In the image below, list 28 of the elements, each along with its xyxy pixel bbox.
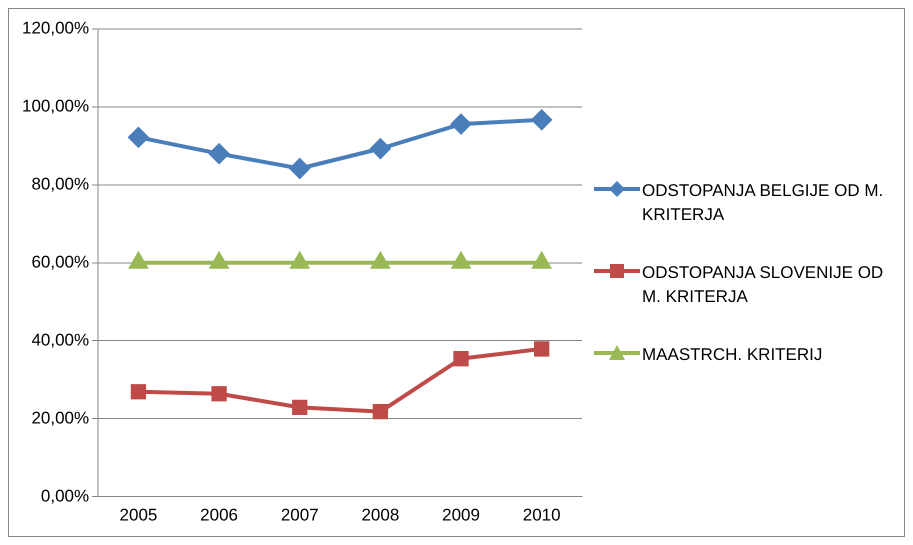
point [451,114,472,134]
x-tick-label: 2010 [522,505,561,524]
legend-label: ODSTOPANJA BELGIJE OD M. KRITERJA [642,180,884,226]
point [372,404,388,420]
point [290,158,310,178]
y-tick-label: 40,00% [31,330,90,350]
y-tick-label: 120,00% [22,18,90,38]
point [130,384,146,400]
point [532,110,552,130]
point [453,351,469,366]
point [211,386,227,402]
legend-label: MAASTRCH. KRITERIJ [642,344,822,366]
x-tick-label: 2005 [120,505,158,524]
x-tick-label: 2007 [280,505,319,524]
point [128,127,148,148]
legend-label: ODSTOPANJA SLOVENIJE OD M. KRITERJA [642,262,884,308]
point [534,341,550,357]
x-tick-label: 2009 [442,505,480,524]
point [292,400,308,416]
x-tick-label: 2008 [361,505,400,524]
y-tick-label: 60,00% [31,252,90,272]
point [209,144,230,164]
y-tick-label: 0,00% [40,486,90,506]
y-tick-label: 80,00% [31,174,90,194]
point [370,138,390,159]
x-tick-label: 2006 [200,505,238,524]
y-tick-label: 20,00% [31,408,90,428]
y-tick-label: 100,00% [22,96,90,116]
